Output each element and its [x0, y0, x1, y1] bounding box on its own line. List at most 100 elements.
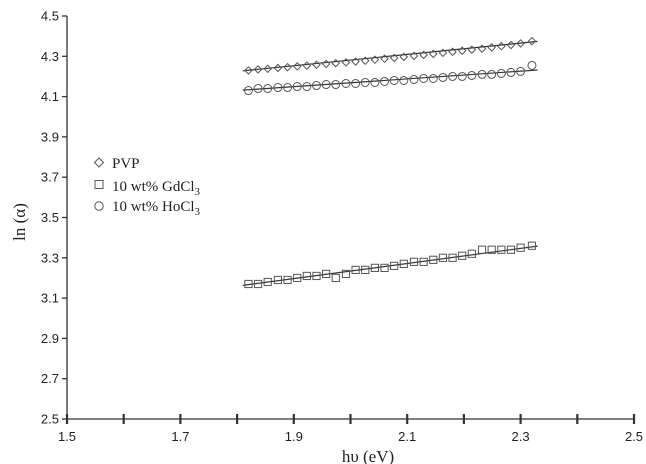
y-tick-label: 3.7: [41, 170, 59, 185]
y-tick-label: 4.3: [41, 49, 59, 64]
data-point-square: [341, 269, 351, 279]
data-point-square: [527, 241, 537, 250]
data-point-circle: [351, 79, 361, 89]
data-point-circle: [370, 77, 380, 87]
data-point-diamond: [351, 57, 360, 66]
legend-item-pvp: PVP: [93, 156, 140, 172]
data-point-circle: [399, 75, 409, 85]
data-point-square: [273, 275, 283, 285]
y-tick-label: 2.5: [41, 412, 59, 427]
legend-label-pvp: PVP: [112, 156, 140, 172]
data-point-circle: [496, 68, 506, 78]
data-point-square: [390, 261, 399, 270]
data-point-square: [399, 259, 408, 268]
data-point-circle: [467, 70, 477, 80]
data-point-circle: [448, 71, 458, 81]
data-point-square: [312, 271, 321, 281]
data-point-circle: [321, 80, 331, 90]
data-point-diamond: [409, 51, 419, 61]
data-point-square: [458, 251, 467, 260]
data-point-diamond: [419, 50, 428, 60]
x-tick-label: 2.1: [398, 429, 416, 444]
data-point-circle: [409, 74, 419, 84]
data-point-square: [361, 265, 370, 274]
data-point-diamond: [448, 47, 457, 57]
data-point-square: [380, 263, 389, 272]
data-point-square: [302, 271, 311, 281]
x-tick-label: 2.5: [625, 429, 643, 444]
data-point-circle: [283, 83, 293, 93]
data-point-diamond: [477, 44, 487, 53]
data-point-diamond: [321, 59, 331, 69]
y-tick-label: 2.7: [41, 371, 59, 386]
data-point-diamond: [302, 61, 312, 70]
x-tick-label: 1.7: [171, 429, 189, 444]
legend-label-gdcl3-main: 10 wt% GdCl: [112, 179, 195, 195]
legend: PVP 10 wt% GdCl3 10 wt% HoCl3: [93, 156, 201, 218]
legend-label-gdcl3-subscript: 3: [195, 186, 201, 198]
data-point-square: [419, 257, 428, 266]
y-ticks: 2.5 2.7 2.9 3.1 3.3 3.5 3.7 3.9 4.1 4.3 4.5: [41, 9, 67, 427]
data-point-circle: [527, 60, 537, 70]
data-point-circle: [380, 76, 390, 86]
legend-label-hocl3-subscript: 3: [195, 206, 201, 218]
data-point-circle: [516, 66, 526, 76]
data-point-square: [253, 279, 263, 289]
data-point-circle: [263, 84, 273, 94]
data-point-circle: [243, 86, 253, 96]
y-tick-label: 2.9: [41, 331, 59, 346]
data-point-circle: [457, 71, 467, 81]
data-point-diamond: [273, 63, 283, 73]
data-point-diamond: [389, 53, 399, 63]
data-point-diamond: [457, 46, 467, 55]
data-point-square: [467, 249, 476, 258]
data-point-square: [506, 245, 516, 254]
y-tick-label: 4.5: [41, 9, 59, 24]
data-point-diamond: [341, 58, 351, 67]
data-point-diamond: [467, 45, 477, 54]
data-point-circle: [292, 82, 302, 92]
data-point-square: [429, 255, 438, 264]
data-point-square: [331, 273, 340, 283]
data-point-diamond: [331, 58, 341, 68]
data-point-diamond: [380, 54, 389, 64]
data-point-diamond: [360, 56, 370, 66]
data-point-circle: [360, 77, 370, 87]
data-point-square: [516, 243, 525, 252]
data-point-diamond: [263, 64, 273, 74]
data-point-square: [487, 245, 496, 254]
data-point-diamond: [487, 43, 496, 52]
x-tick-label: 2.3: [512, 429, 530, 444]
data-point-circle: [273, 83, 283, 93]
x-axis-title: hυ (eV): [342, 447, 394, 464]
circle-marker-icon: [94, 201, 104, 211]
data-point-square: [293, 273, 302, 283]
x-tick-label: 1.9: [285, 429, 303, 444]
x-ticks: 1.5 1.7 1.9 2.1 2.3 2.5: [58, 414, 643, 444]
y-axis-title: ln (α): [10, 203, 29, 241]
data-point-diamond: [244, 66, 253, 75]
y-tick-label: 3.1: [41, 291, 59, 306]
data-point-diamond: [506, 40, 516, 50]
data-point-square: [283, 275, 292, 285]
data-point-diamond: [312, 60, 321, 70]
square-marker-icon: [94, 180, 104, 189]
legend-label-hocl3: 10 wt% HoCl3: [112, 199, 201, 218]
data-point-square: [263, 277, 272, 287]
data-point-circle: [311, 81, 321, 91]
data-point-square: [409, 257, 419, 266]
data-point-diamond: [253, 65, 263, 74]
legend-item-hocl3: 10 wt% HoCl3: [94, 199, 201, 218]
data-point-diamond: [527, 36, 537, 46]
data-point-diamond: [370, 55, 380, 65]
data-point-square: [438, 253, 448, 262]
y-tick-label: 3.9: [41, 129, 59, 144]
y-tick-label: 4.1: [41, 89, 59, 104]
data-point-square: [370, 263, 379, 272]
data-point-circle: [428, 73, 438, 83]
legend-label-gdcl3: 10 wt% GdCl3: [112, 179, 201, 198]
data-point-circle: [487, 69, 497, 79]
data-point-diamond: [399, 52, 409, 62]
data-point-circle: [302, 82, 312, 92]
